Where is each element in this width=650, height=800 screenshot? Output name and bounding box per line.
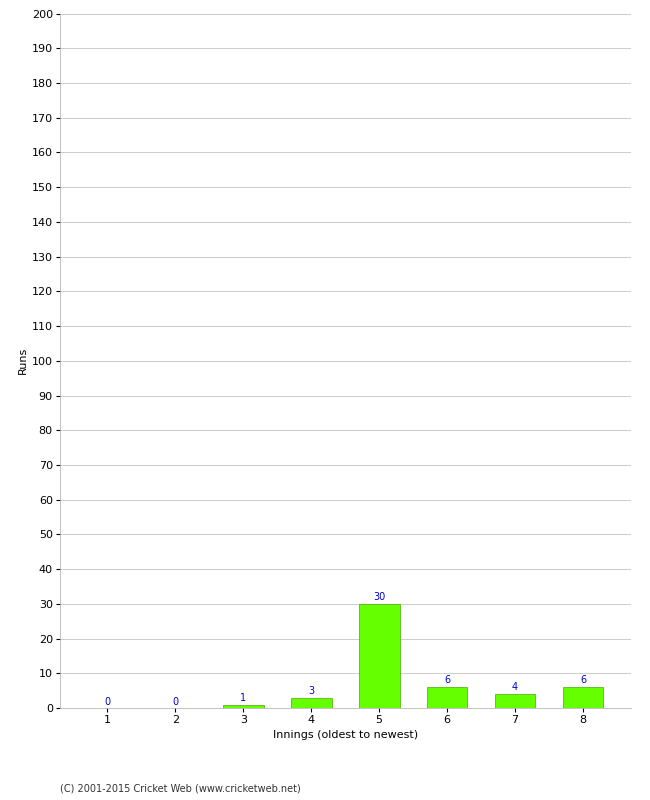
Bar [426,687,467,708]
Text: 3: 3 [308,686,314,696]
Bar [562,687,603,708]
Text: (C) 2001-2015 Cricket Web (www.cricketweb.net): (C) 2001-2015 Cricket Web (www.cricketwe… [60,784,300,794]
Bar [223,705,264,708]
Y-axis label: Runs: Runs [18,347,27,374]
Bar [495,694,536,708]
Text: 6: 6 [444,675,450,686]
Text: 0: 0 [172,697,178,706]
Bar [359,604,400,708]
Text: 1: 1 [240,693,246,702]
Text: 6: 6 [580,675,586,686]
Bar [291,698,332,708]
X-axis label: Innings (oldest to newest): Innings (oldest to newest) [272,730,418,741]
Text: 0: 0 [104,697,110,706]
Text: 4: 4 [512,682,518,692]
Text: 30: 30 [373,592,385,602]
